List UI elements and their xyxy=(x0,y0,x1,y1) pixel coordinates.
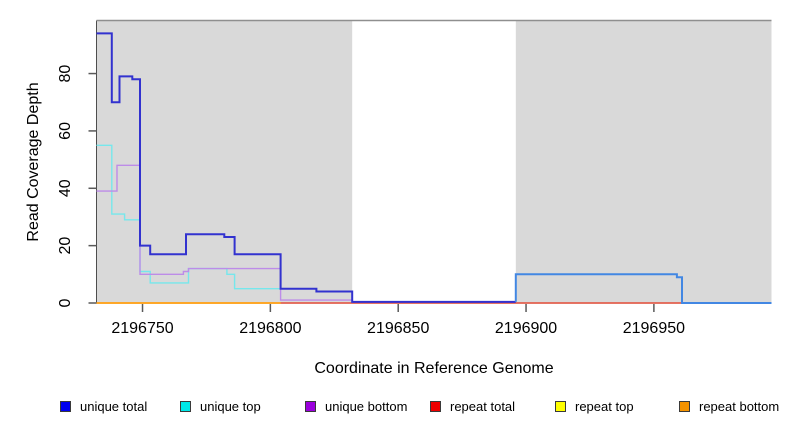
legend-swatch xyxy=(679,401,690,412)
x-tick-label: 2196750 xyxy=(111,320,173,337)
y-tick-label: 60 xyxy=(57,122,74,140)
legend-label: unique bottom xyxy=(325,399,408,414)
y-axis-title: Read Coverage Depth xyxy=(25,82,42,242)
legend-label: repeat bottom xyxy=(699,399,780,414)
legend-item-repeat-bottom: repeat bottom xyxy=(679,399,779,414)
series-line-unique-total xyxy=(96,32,516,303)
x-axis-title: Coordinate in Reference Genome xyxy=(314,360,554,377)
legend-item-repeat-top: repeat top xyxy=(555,399,634,414)
legend-item-repeat-total: repeat total xyxy=(430,399,515,414)
x-tick-label: 2196900 xyxy=(495,320,557,337)
legend-label: repeat top xyxy=(575,399,634,414)
legend-swatch xyxy=(555,401,566,412)
y-tick-label: 0 xyxy=(57,298,74,307)
legend-swatch xyxy=(60,401,71,412)
legend-swatch xyxy=(180,401,191,412)
legend-label: unique total xyxy=(80,399,148,414)
legend-item-unique-bottom: unique bottom xyxy=(305,399,407,414)
x-tick-label: 2196850 xyxy=(367,320,429,337)
legend-swatch xyxy=(305,401,316,412)
legend-label: unique top xyxy=(200,399,261,414)
legend-swatch xyxy=(430,401,441,412)
series-line-unique-bottom xyxy=(96,164,353,303)
legend-item-unique-top: unique top xyxy=(180,399,261,414)
legend-label: repeat total xyxy=(450,399,516,414)
legend-item-unique-total: unique total xyxy=(60,399,147,414)
shaded-region xyxy=(515,20,772,303)
y-tick-label: 20 xyxy=(57,237,74,255)
series-line-unique-total xyxy=(514,273,772,304)
x-tick-label: 2196800 xyxy=(239,320,301,337)
y-tick-label: 80 xyxy=(57,65,74,83)
shaded-region xyxy=(96,20,353,303)
x-tick-label: 2196950 xyxy=(623,320,685,337)
y-tick-label: 40 xyxy=(57,179,74,197)
